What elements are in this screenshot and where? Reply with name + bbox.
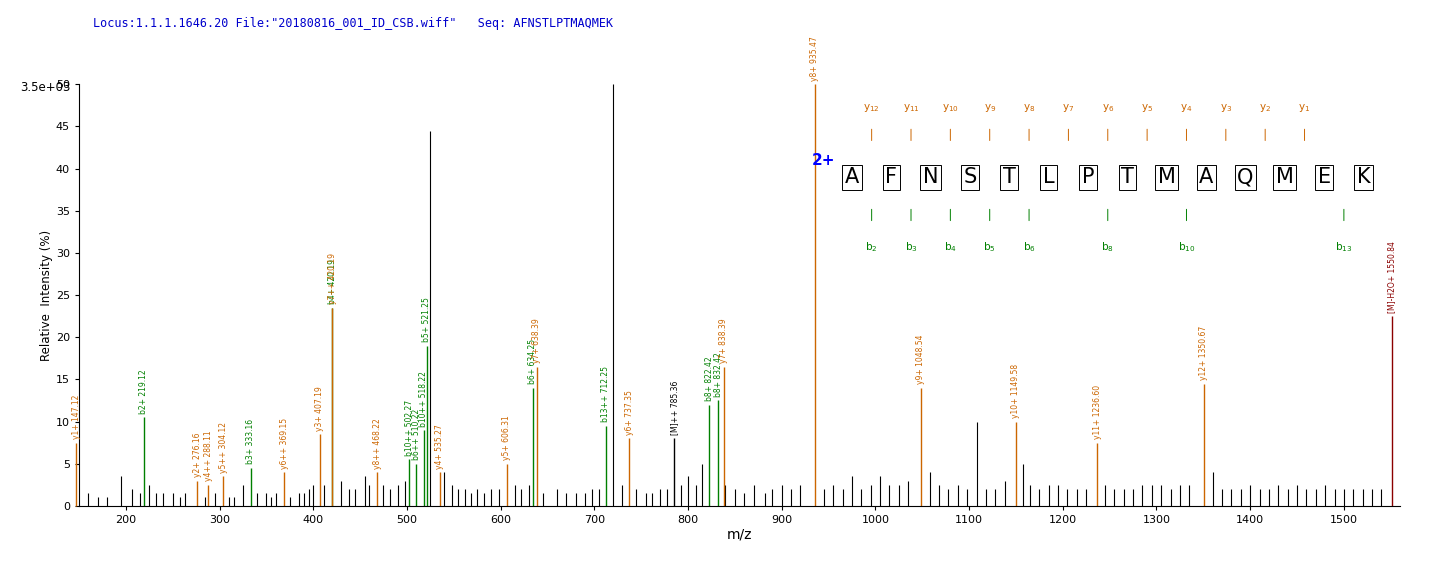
Text: b6++ 510.22: b6++ 510.22: [412, 409, 421, 460]
Text: b$_{3}$: b$_{3}$: [905, 241, 918, 254]
Text: Q: Q: [1238, 167, 1254, 187]
Text: M: M: [1277, 167, 1294, 187]
Text: y$_{10}$: y$_{10}$: [942, 102, 959, 114]
Text: y6+ 737.35: y6+ 737.35: [625, 390, 633, 435]
Text: y7+ 838.39: y7+ 838.39: [719, 319, 728, 364]
Text: b10++ 518.22: b10++ 518.22: [419, 371, 428, 427]
Text: b$_{13}$: b$_{13}$: [1335, 241, 1353, 254]
Text: y1+ 147.12: y1+ 147.12: [72, 395, 80, 439]
Text: y6++ 369.15: y6++ 369.15: [280, 418, 289, 469]
Text: b$_{4}$: b$_{4}$: [943, 241, 956, 254]
Text: y4++ 288.11: y4++ 288.11: [204, 430, 213, 481]
Text: y$_{9}$: y$_{9}$: [984, 102, 997, 114]
Text: y$_{3}$: y$_{3}$: [1219, 102, 1232, 114]
Text: 2+: 2+: [813, 153, 836, 167]
Text: E: E: [1318, 167, 1331, 187]
Text: T: T: [1122, 167, 1134, 187]
Text: y4+ 535.27: y4+ 535.27: [435, 424, 445, 469]
Text: Locus:1.1.1.1646.20 File:"20180816_001_ID_CSB.wiff"   Seq: AFNSTLPTMAQMEK: Locus:1.1.1.1646.20 File:"20180816_001_I…: [93, 17, 613, 30]
Text: [M]-H2O+ 1550.84: [M]-H2O+ 1550.84: [1387, 241, 1396, 313]
Text: T: T: [1002, 167, 1015, 187]
Text: F: F: [886, 167, 898, 187]
Text: y$_{12}$: y$_{12}$: [863, 102, 880, 114]
Text: K: K: [1357, 167, 1370, 187]
Text: y12+ 1350.67: y12+ 1350.67: [1199, 326, 1209, 380]
Text: y8++ 468.22: y8++ 468.22: [372, 418, 382, 469]
Text: b8+ 822.42: b8+ 822.42: [705, 357, 714, 401]
Text: y$_{11}$: y$_{11}$: [903, 102, 919, 114]
Y-axis label: Relative  Intensity (%): Relative Intensity (%): [40, 229, 53, 361]
Text: b$_{2}$: b$_{2}$: [866, 241, 877, 254]
Text: S: S: [964, 167, 976, 187]
Text: y$_{8}$: y$_{8}$: [1022, 102, 1035, 114]
Text: b$_{6}$: b$_{6}$: [1022, 241, 1035, 254]
Text: y$_{4}$: y$_{4}$: [1180, 102, 1193, 114]
Text: b3+ 333.16: b3+ 333.16: [246, 419, 256, 464]
Text: y5+ 606.31: y5+ 606.31: [503, 415, 511, 460]
Text: y9+ 1048.54: y9+ 1048.54: [916, 335, 925, 384]
Text: b8+ 832.42: b8+ 832.42: [714, 352, 722, 397]
Text: A: A: [844, 167, 859, 187]
Text: A: A: [1199, 167, 1213, 187]
Text: y$_{2}$: y$_{2}$: [1259, 102, 1271, 114]
Text: b$_{10}$: b$_{10}$: [1178, 241, 1195, 254]
Text: y$_{1}$: y$_{1}$: [1298, 102, 1311, 114]
Text: [M]++ 785.36: [M]++ 785.36: [669, 380, 679, 435]
Text: b6+ 634.25: b6+ 634.25: [528, 339, 537, 384]
Text: y8+ 935.47: y8+ 935.47: [810, 36, 820, 81]
Text: M: M: [1157, 167, 1176, 187]
Text: y3+ 407.19: y3+ 407.19: [316, 386, 325, 430]
Text: y$_{7}$: y$_{7}$: [1063, 102, 1074, 114]
Text: L: L: [1043, 167, 1054, 187]
Text: b2+ 219.12: b2+ 219.12: [139, 369, 148, 414]
X-axis label: m/z: m/z: [727, 528, 752, 542]
Text: y5++ 304.12: y5++ 304.12: [218, 422, 228, 473]
Text: 3.5e+03: 3.5e+03: [20, 81, 70, 94]
Text: b10++ 502.27: b10++ 502.27: [405, 400, 414, 456]
Text: y2+ 276.16: y2+ 276.16: [192, 433, 201, 477]
Text: y$_{6}$: y$_{6}$: [1101, 102, 1114, 114]
Text: b4+ 420.19: b4+ 420.19: [327, 259, 336, 305]
Text: b13++ 712.25: b13++ 712.25: [602, 366, 610, 423]
Text: y10+ 1149.58: y10+ 1149.58: [1011, 364, 1020, 418]
Text: N: N: [923, 167, 939, 187]
Text: b5+ 521.25: b5+ 521.25: [422, 297, 431, 342]
Text: y7++ 420.19: y7++ 420.19: [327, 253, 336, 305]
Text: y7+ 638.39: y7+ 638.39: [533, 319, 541, 364]
Text: P: P: [1081, 167, 1094, 187]
Text: y11+ 1236.60: y11+ 1236.60: [1093, 385, 1101, 439]
Text: y$_{5}$: y$_{5}$: [1142, 102, 1153, 114]
Text: b$_{8}$: b$_{8}$: [1101, 241, 1114, 254]
Text: b$_{5}$: b$_{5}$: [984, 241, 997, 254]
